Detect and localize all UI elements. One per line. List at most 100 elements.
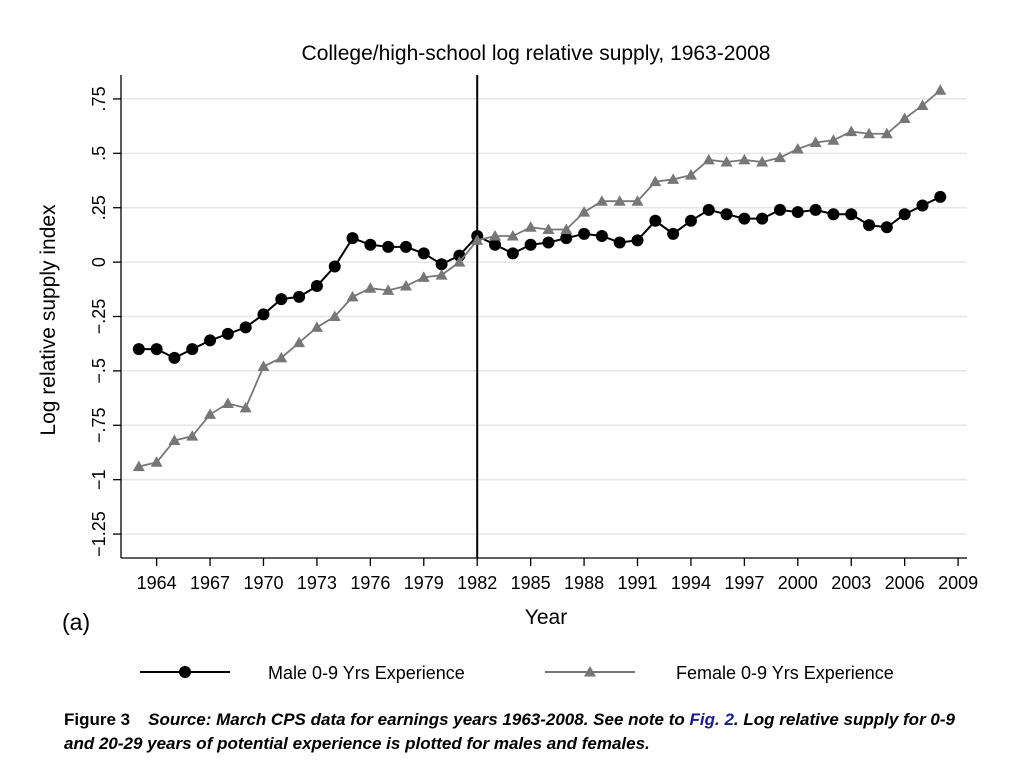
data-point-circle-1983 — [489, 238, 502, 251]
data-point-circle-1995 — [702, 203, 715, 216]
data-point-circle-1984 — [506, 247, 519, 260]
data-point-triangle-1991 — [631, 195, 644, 206]
data-point-circle-1985 — [524, 238, 537, 251]
data-point-circle-1978 — [399, 240, 412, 253]
data-point-triangle-1986 — [542, 223, 555, 234]
series-line-circle — [138, 195, 941, 359]
data-point-triangle-2005 — [880, 127, 893, 139]
data-point-triangle-2004 — [863, 127, 876, 139]
legend-label-circle: Male 0-9 Yrs Experience — [268, 663, 465, 683]
data-point-triangle-1980 — [435, 269, 448, 280]
data-point-circle-2001 — [809, 203, 822, 216]
data-point-circle-1973 — [310, 280, 323, 293]
figure-label: Figure 3 — [64, 710, 131, 729]
data-point-circle-1977 — [382, 240, 395, 253]
y-tick-label-4: −.25 — [89, 299, 109, 335]
x-axis-label: Year — [525, 606, 567, 629]
x-tick-label-4: 1976 — [350, 573, 390, 593]
x-tick-label-15: 2009 — [938, 573, 978, 593]
data-point-circle-2003 — [845, 208, 858, 221]
data-point-circle-1999 — [773, 203, 786, 216]
data-point-triangle-2003 — [845, 125, 858, 137]
data-point-triangle-1997 — [738, 153, 751, 165]
data-point-circle-1971 — [275, 293, 288, 306]
data-point-triangle-1981 — [453, 256, 466, 267]
data-point-circle-1979 — [417, 247, 430, 260]
x-tick-label-0: 1964 — [137, 573, 177, 593]
data-point-circle-1976 — [364, 238, 377, 251]
data-point-triangle-2001 — [809, 136, 822, 147]
x-tick-label-5: 1979 — [404, 573, 444, 593]
legend-item-circle: Male 0-9 Yrs Experience — [140, 663, 465, 683]
y-tick-label-5: −.5 — [89, 358, 109, 384]
x-tick-label-14: 2006 — [885, 573, 925, 593]
data-point-triangle-1990 — [613, 195, 626, 206]
data-point-triangle-1992 — [649, 175, 662, 187]
x-tick-label-3: 1973 — [297, 573, 337, 593]
figure-2-link[interactable]: Fig. 2 — [689, 710, 734, 729]
data-point-circle-1994 — [684, 214, 697, 227]
series-layer — [132, 84, 947, 472]
data-point-circle-1997 — [738, 212, 751, 225]
legend-label-triangle: Female 0-9 Yrs Experience — [676, 663, 894, 683]
data-point-triangle-2002 — [827, 134, 840, 145]
data-point-circle-2004 — [863, 219, 876, 232]
data-point-circle-2008 — [934, 190, 947, 203]
data-point-triangle-1978 — [399, 280, 412, 291]
data-point-circle-2005 — [880, 221, 893, 234]
data-point-circle-1965 — [168, 351, 181, 364]
data-point-triangle-1963 — [132, 460, 145, 472]
data-point-triangle-1976 — [364, 282, 377, 293]
x-tick-label-2: 1970 — [243, 573, 283, 593]
legend: Male 0-9 Yrs Experience Female 0-9 Yrs Ex… — [140, 663, 894, 683]
data-point-triangle-1969 — [239, 401, 252, 413]
data-point-triangle-2000 — [791, 142, 804, 154]
x-tick-label-7: 1985 — [511, 573, 551, 593]
data-point-triangle-1975 — [346, 290, 359, 302]
data-point-circle-1991 — [631, 234, 644, 247]
x-tick-label-13: 2003 — [831, 573, 871, 593]
x-tick-label-10: 1994 — [671, 573, 711, 593]
data-point-circle-1969 — [239, 321, 252, 334]
data-point-triangle-1968 — [221, 397, 234, 409]
y-tick-label-0: .75 — [89, 86, 109, 111]
y-tick-label-1: .5 — [89, 146, 109, 161]
data-point-triangle-1985 — [524, 221, 537, 232]
data-point-triangle-1984 — [506, 230, 519, 241]
panel-label: (a) — [62, 609, 90, 635]
data-point-triangle-1966 — [186, 430, 199, 441]
x-tick-label-6: 1982 — [457, 573, 497, 593]
data-point-circle-1963 — [132, 343, 145, 356]
figure-caption: Figure 3 Source: March CPS data for earni… — [64, 708, 984, 756]
data-point-circle-1998 — [756, 212, 769, 225]
series-line-triangle — [138, 89, 941, 468]
data-point-triangle-1988 — [578, 206, 591, 217]
data-point-circle-1980 — [435, 258, 448, 271]
chart: .75 .5 .25 0 −.25 −.5 −.75 −1 −1.25 1964 1967 1970 1… — [37, 42, 978, 683]
data-point-triangle-1998 — [756, 156, 769, 167]
data-point-triangle-1972 — [293, 336, 306, 348]
legend-marker-circle — [179, 666, 191, 678]
data-point-triangle-1977 — [382, 284, 395, 295]
y-axis-label: Log relative supply index — [37, 204, 60, 436]
data-point-circle-1966 — [186, 343, 199, 356]
data-point-circle-1974 — [328, 260, 341, 273]
x-tick-label-9: 1991 — [617, 573, 657, 593]
data-point-circle-1989 — [595, 230, 608, 242]
data-point-circle-1996 — [720, 208, 733, 221]
data-point-triangle-1987 — [560, 223, 573, 234]
y-tick-label-7: −1 — [89, 469, 109, 490]
data-point-circle-1964 — [150, 343, 163, 356]
series-circle — [132, 190, 947, 364]
data-point-triangle-1999 — [773, 151, 786, 163]
data-point-circle-1992 — [649, 214, 662, 227]
legend-item-triangle: Female 0-9 Yrs Experience — [545, 663, 894, 683]
data-point-circle-1986 — [542, 236, 555, 249]
y-tick-label-3: 0 — [89, 257, 109, 267]
legend-marker-triangle — [584, 666, 596, 677]
x-tick-label-11: 1997 — [724, 573, 764, 593]
data-point-circle-1990 — [613, 236, 626, 249]
data-point-triangle-1983 — [489, 230, 502, 241]
data-point-triangle-1989 — [595, 195, 608, 206]
data-point-circle-1993 — [667, 227, 680, 240]
